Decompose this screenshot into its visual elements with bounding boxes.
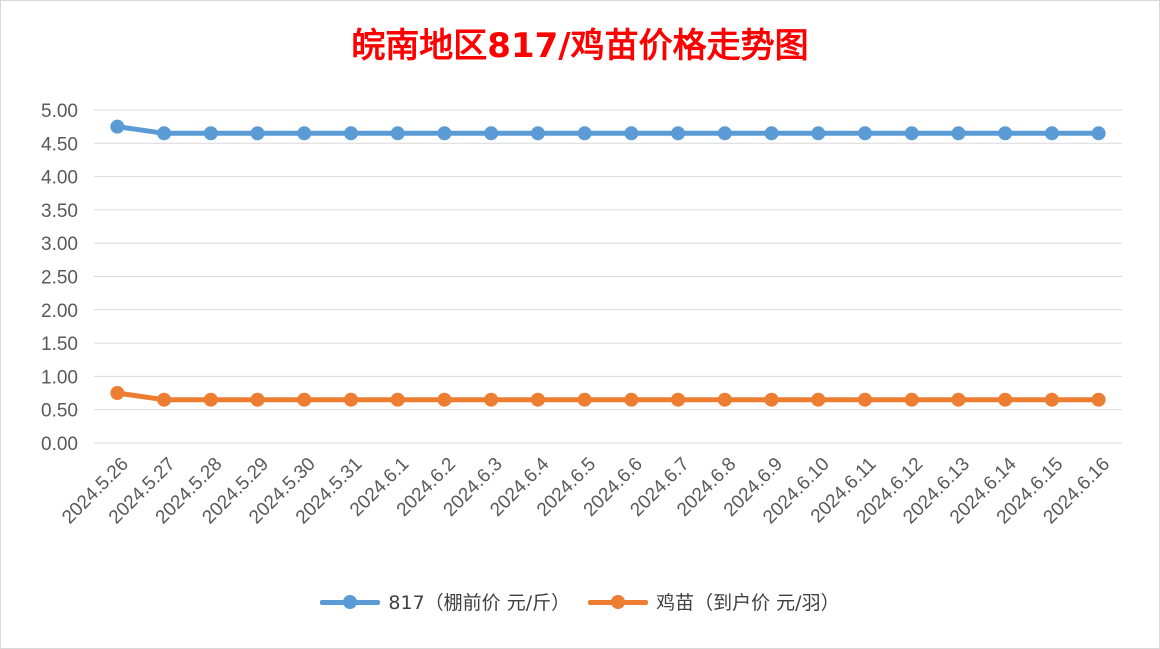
legend-swatch-series-0 (320, 594, 381, 609)
y-tick-label: 2.00 (41, 301, 78, 322)
y-tick-label: 2.50 (41, 268, 78, 289)
series-0-point (858, 126, 872, 141)
series-1-point (203, 392, 218, 407)
series-1-point (764, 392, 779, 407)
series-0-point (1091, 126, 1106, 141)
series-0-point (390, 126, 405, 141)
series-1-point (1091, 392, 1106, 407)
series-1-point (344, 392, 358, 407)
series-0-point (764, 126, 779, 141)
series-0-point (530, 126, 545, 141)
series-1-point (157, 392, 172, 407)
series-0-point (157, 126, 172, 141)
y-tick-label: 0.50 (41, 401, 78, 422)
legend-item-series-0: 817（棚前价 元/斤） (320, 588, 570, 615)
series-0-point (577, 126, 592, 141)
series-0-point (297, 126, 312, 141)
series-1-point (998, 392, 1013, 407)
series-1-point (671, 392, 686, 407)
series-0-point (671, 126, 686, 141)
series-0-point (484, 126, 499, 141)
series-1-point (951, 392, 966, 407)
legend-item-series-1: 鸡苗（到户价 元/羽） (588, 588, 840, 615)
series-0-point (951, 126, 966, 141)
legend-label-series-1: 鸡苗（到户价 元/羽） (656, 592, 840, 614)
series-0-point (717, 126, 732, 141)
legend-swatch-series-1 (588, 594, 649, 609)
series-1-point (811, 392, 826, 407)
series-1-point (624, 392, 639, 407)
series-1-point (577, 392, 592, 407)
series-1-point (250, 392, 265, 407)
series-1-point (437, 392, 452, 407)
chart-title: 皖南地区817/鸡苗价格走势图 (351, 26, 809, 66)
y-tick-label: 3.50 (41, 201, 78, 222)
series-0-point (110, 119, 125, 134)
series-line-0 (114, 124, 1102, 136)
series-1-point (1044, 392, 1059, 407)
series-0-point (998, 126, 1013, 141)
y-tick-label: 3.00 (41, 234, 78, 255)
series-0-point (1044, 126, 1059, 141)
series-line-1 (114, 390, 1102, 403)
series-0-point (203, 126, 218, 141)
series-1-point (110, 386, 125, 401)
series-0-point (811, 126, 826, 141)
series-0-point (250, 126, 265, 141)
y-tick-label: 4.50 (41, 134, 78, 155)
series-1-point (390, 392, 405, 407)
series-1-point (484, 392, 499, 407)
y-tick-label: 0.00 (41, 434, 78, 455)
legend-label-series-0: 817（棚前价 元/斤） (388, 592, 571, 614)
series-0-point (624, 126, 639, 141)
series-1-point (530, 392, 545, 407)
series-1-point (717, 392, 732, 407)
series-1-point (904, 392, 919, 407)
series-1-point (297, 392, 312, 407)
y-tick-label: 1.00 (41, 367, 78, 388)
series-0-point (437, 126, 452, 141)
y-tick-label: 1.50 (41, 334, 78, 355)
series-0-point (904, 126, 919, 141)
series-1-point (858, 392, 872, 407)
series-0-point (344, 126, 358, 141)
y-tick-label: 5.00 (41, 101, 78, 122)
chart-legend: 817（棚前价 元/斤） 鸡苗（到户价 元/羽） (0, 588, 1160, 615)
y-tick-label: 4.00 (41, 168, 78, 189)
